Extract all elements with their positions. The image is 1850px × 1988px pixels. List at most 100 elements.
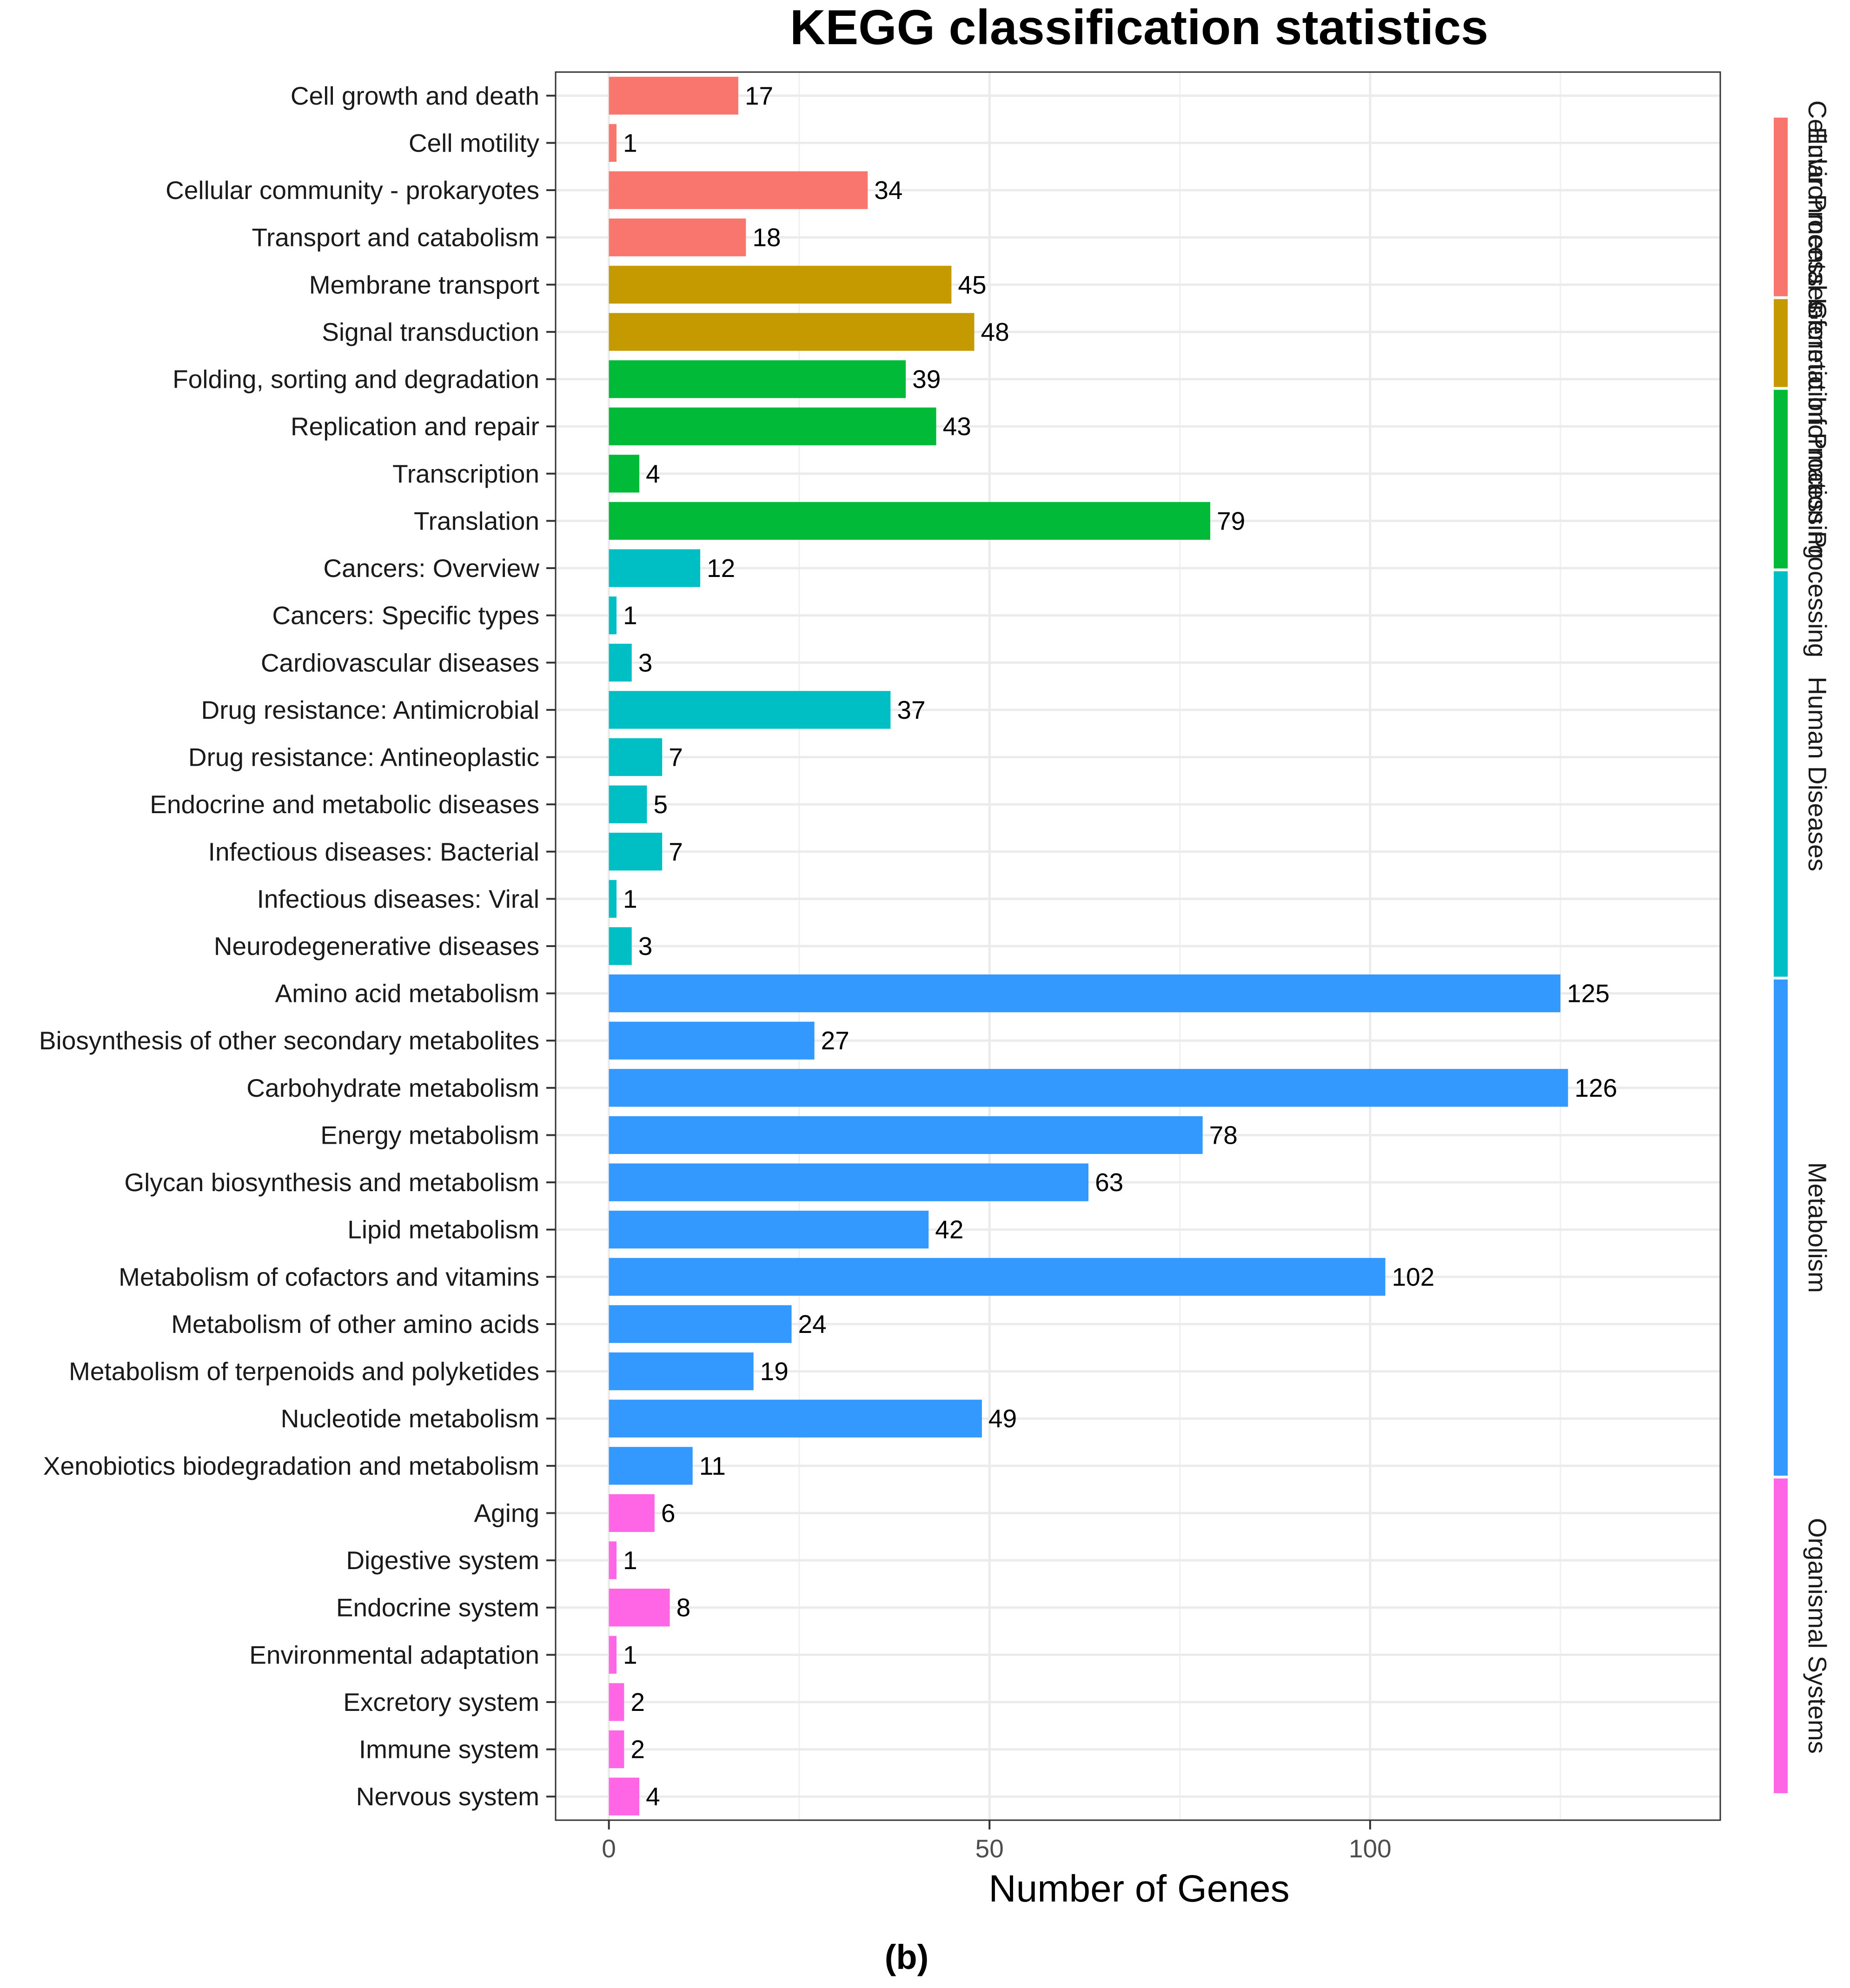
group-strip <box>1774 571 1788 977</box>
bar-value-label: 1 <box>623 884 637 913</box>
category-label: Cell growth and death <box>291 81 539 110</box>
bar <box>609 502 1211 540</box>
bar <box>609 1163 1089 1201</box>
bar-value-label: 63 <box>1095 1168 1123 1197</box>
category-label: Lipid metabolism <box>347 1215 539 1244</box>
category-label: Drug resistance: Antineoplastic <box>188 743 539 772</box>
category-label: Biosynthesis of other secondary metaboli… <box>39 1026 539 1055</box>
bar <box>609 974 1561 1013</box>
group-strip-label: Metabolism <box>1803 1162 1832 1293</box>
bar-value-label: 6 <box>661 1498 676 1527</box>
group-strip <box>1774 390 1788 569</box>
bar-value-label: 126 <box>1575 1074 1618 1102</box>
bar-value-label: 12 <box>707 554 735 583</box>
category-label: Metabolism of cofactors and vitamins <box>119 1262 539 1291</box>
category-label: Transcription <box>392 459 539 488</box>
bar-value-label: 43 <box>943 412 971 441</box>
group-strip <box>1774 299 1788 387</box>
category-label: Neurodegenerative diseases <box>214 932 539 961</box>
bar-value-label: 17 <box>745 81 773 110</box>
figure-caption: (b) <box>885 1938 929 1976</box>
bar-value-label: 49 <box>988 1404 1017 1433</box>
group-strip <box>1774 1478 1788 1793</box>
bar-value-label: 4 <box>646 459 660 488</box>
bar <box>609 360 906 398</box>
bar <box>609 171 868 209</box>
category-label: Signal transduction <box>322 318 539 346</box>
bar-value-label: 18 <box>752 223 781 252</box>
bar-value-label: 1 <box>623 128 637 157</box>
bar <box>609 1730 624 1769</box>
bar-value-label: 24 <box>798 1310 827 1339</box>
bar-value-label: 125 <box>1567 979 1610 1008</box>
bar-value-label: 2 <box>630 1735 645 1764</box>
x-tick-label: 0 <box>602 1834 616 1863</box>
bar-value-label: 37 <box>897 696 925 724</box>
bar-value-label: 78 <box>1209 1120 1238 1149</box>
category-label: Infectious diseases: Viral <box>257 884 539 913</box>
bar <box>609 77 738 115</box>
category-label: Xenobiotics biodegradation and metabolis… <box>43 1451 539 1480</box>
category-label: Endocrine and metabolic diseases <box>150 790 539 819</box>
bar <box>609 1211 929 1249</box>
bar-value-label: 48 <box>981 318 1009 346</box>
group-strip-label: Human Diseases <box>1803 676 1832 871</box>
x-axis-title: Number of Genes <box>988 1868 1289 1910</box>
bar-value-label: 1 <box>623 601 637 630</box>
category-label: Translation <box>414 506 539 535</box>
bar-value-label: 45 <box>958 270 986 299</box>
axis-layer: Cell growth and death Cell motility Cellul… <box>39 81 1392 1863</box>
category-label: Nucleotide metabolism <box>281 1404 539 1433</box>
bar <box>609 1494 655 1532</box>
group-strip-label: Cellular Processes <box>1803 100 1832 314</box>
category-label: Folding, sorting and degradation <box>172 365 539 394</box>
category-label: Infectious diseases: Bacterial <box>208 837 539 866</box>
category-label: Cancers: Specific types <box>272 601 539 630</box>
group-strip-label: Genetic Information Processing <box>1803 301 1832 657</box>
bar <box>609 1116 1203 1154</box>
category-label: Membrane transport <box>309 270 539 299</box>
bar-value-label: 1 <box>623 1546 637 1575</box>
bar-layer: 1713418454839434791213377571312527126786… <box>609 77 1618 1816</box>
bar-value-label: 19 <box>760 1357 789 1386</box>
category-label: Excretory system <box>343 1688 539 1716</box>
bar <box>609 407 936 445</box>
bar <box>609 1683 624 1721</box>
category-label: Drug resistance: Antimicrobial <box>201 696 539 724</box>
bar-value-label: 27 <box>821 1026 849 1055</box>
category-label: Transport and catabolism <box>252 223 539 252</box>
bar-value-label: 4 <box>646 1782 660 1811</box>
bar <box>609 1636 617 1674</box>
category-label: Cardiovascular diseases <box>261 648 539 677</box>
bar-value-label: 3 <box>638 932 653 961</box>
bar <box>609 1589 670 1627</box>
bar-value-label: 5 <box>653 790 668 819</box>
x-tick-label: 50 <box>975 1834 1004 1863</box>
bar <box>609 1777 640 1816</box>
group-strip <box>1774 979 1788 1476</box>
bar <box>609 1541 617 1579</box>
bar-value-label: 34 <box>874 176 902 205</box>
category-label: Environmental adaptation <box>249 1640 539 1669</box>
bar-value-label: 1 <box>623 1640 637 1669</box>
category-label: Immune system <box>359 1735 539 1764</box>
bar-value-label: 2 <box>630 1688 645 1716</box>
category-label: Energy metabolism <box>320 1120 539 1149</box>
bar <box>609 927 632 965</box>
bar <box>609 549 701 587</box>
bar-value-label: 7 <box>669 743 683 772</box>
bar-value-label: 39 <box>912 365 941 394</box>
x-tick-label: 100 <box>1349 1834 1392 1863</box>
bar <box>609 313 975 351</box>
bar-value-label: 102 <box>1392 1262 1435 1291</box>
category-label: Cell motility <box>409 128 540 157</box>
category-label: Metabolism of other amino acids <box>171 1310 539 1339</box>
bar-value-label: 7 <box>669 837 683 866</box>
bar-value-label: 42 <box>935 1215 963 1244</box>
category-label: Replication and repair <box>291 412 539 441</box>
chart-title: KEGG classification statistics <box>790 0 1488 55</box>
bar <box>609 1352 754 1391</box>
category-label: Cellular community - prokaryotes <box>166 176 539 205</box>
